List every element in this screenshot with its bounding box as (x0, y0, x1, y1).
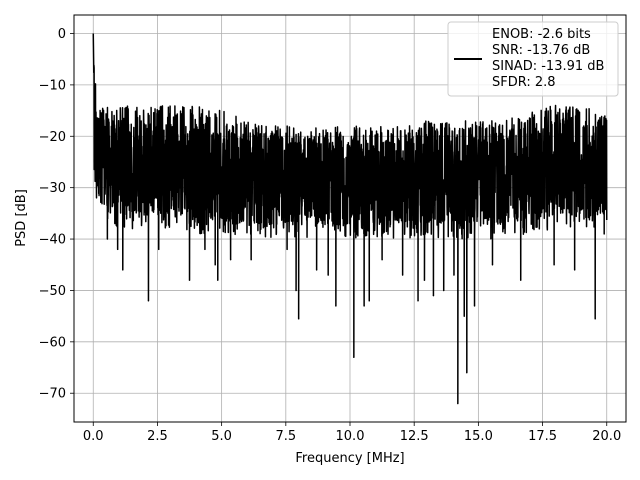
psd-dip-point (298, 318, 300, 320)
y-tick-label: 0 (58, 27, 66, 42)
psd-dip-point (204, 248, 206, 250)
legend: ENOB: -2.6 bits SNR: -13.76 dB SINAD: -1… (447, 21, 619, 97)
psd-dip-point (491, 264, 494, 266)
psd-dip-point (453, 274, 455, 276)
legend-enob: ENOB: -2.6 bits (492, 27, 591, 42)
psd-dip-point (327, 274, 329, 276)
psd-dip-point (286, 248, 288, 250)
psd-dip-point (466, 372, 468, 374)
x-tick-label: 20.0 (592, 429, 621, 444)
psd-dip-point (432, 294, 435, 297)
y-tick-label: −40 (39, 233, 66, 248)
psd-dip-point (594, 318, 596, 320)
y-tick-label: −50 (39, 284, 66, 299)
psd-dip-point (368, 300, 370, 302)
psd-dip-point (230, 259, 232, 261)
x-tick-label: 0.0 (83, 429, 104, 444)
psd-dip-point (574, 269, 576, 271)
series-psd (92, 33, 608, 405)
psd-dip-point (553, 264, 555, 266)
psd-dip-point (122, 269, 124, 271)
psd-dip-point (381, 259, 383, 261)
x-tick-label: 17.5 (528, 429, 557, 444)
psd-dip-point (106, 238, 108, 240)
legend-sinad: SINAD: -13.91 dB (492, 59, 604, 74)
psd-dip-point (217, 279, 219, 281)
psd-dip-point (295, 289, 297, 292)
psd-dip-point (214, 264, 216, 266)
psd-dip-point (423, 279, 426, 281)
x-tick-label: 12.5 (400, 429, 429, 444)
psd-dip-point (363, 305, 365, 307)
x-tick-label: 7.5 (275, 429, 296, 444)
psd-dip-point (353, 356, 355, 358)
x-tick-label: 5.0 (211, 429, 232, 444)
psd-dip-point (473, 305, 476, 307)
psd-dip-point (250, 259, 252, 261)
x-tick-label: 15.0 (464, 429, 493, 444)
x-tick-label: 10.0 (336, 429, 365, 444)
legend-snr: SNR: -13.76 dB (492, 43, 590, 58)
psd-dip-point (457, 402, 459, 405)
y-axis-label: PSD [dB] (14, 189, 29, 247)
y-tick-label: −10 (39, 78, 66, 93)
legend-box (447, 21, 619, 97)
psd-dip-point (443, 289, 445, 292)
psd-line (92, 33, 608, 405)
psd-dip-point (147, 300, 150, 302)
psd-dip-point (402, 274, 404, 276)
y-tick-label: −70 (39, 387, 66, 402)
axis-ticks: 0.0 2.5 5.0 7.5 10.0 12.5 15.0 17.5 20.0 0 −10 −20 −… (39, 27, 622, 444)
legend-sfdr: SFDR: 2.8 (492, 75, 556, 90)
psd-dip-point (335, 305, 337, 307)
y-tick-label: −30 (39, 181, 66, 196)
plot-area (92, 33, 608, 405)
x-tick-label: 2.5 (147, 429, 168, 444)
psd-dip-point (316, 269, 318, 271)
psd-dip-point (417, 300, 419, 302)
x-axis-label: Frequency [MHz] (295, 451, 404, 466)
psd-dip-point (117, 248, 119, 250)
y-tick-label: −20 (39, 130, 66, 145)
psd-dip-point (463, 315, 465, 317)
y-tick-label: −60 (39, 335, 66, 350)
psd-dip-point (188, 279, 191, 281)
psd-dip-point (603, 233, 605, 235)
psd-dip-point (158, 248, 160, 250)
psd-dip-point (520, 279, 522, 281)
